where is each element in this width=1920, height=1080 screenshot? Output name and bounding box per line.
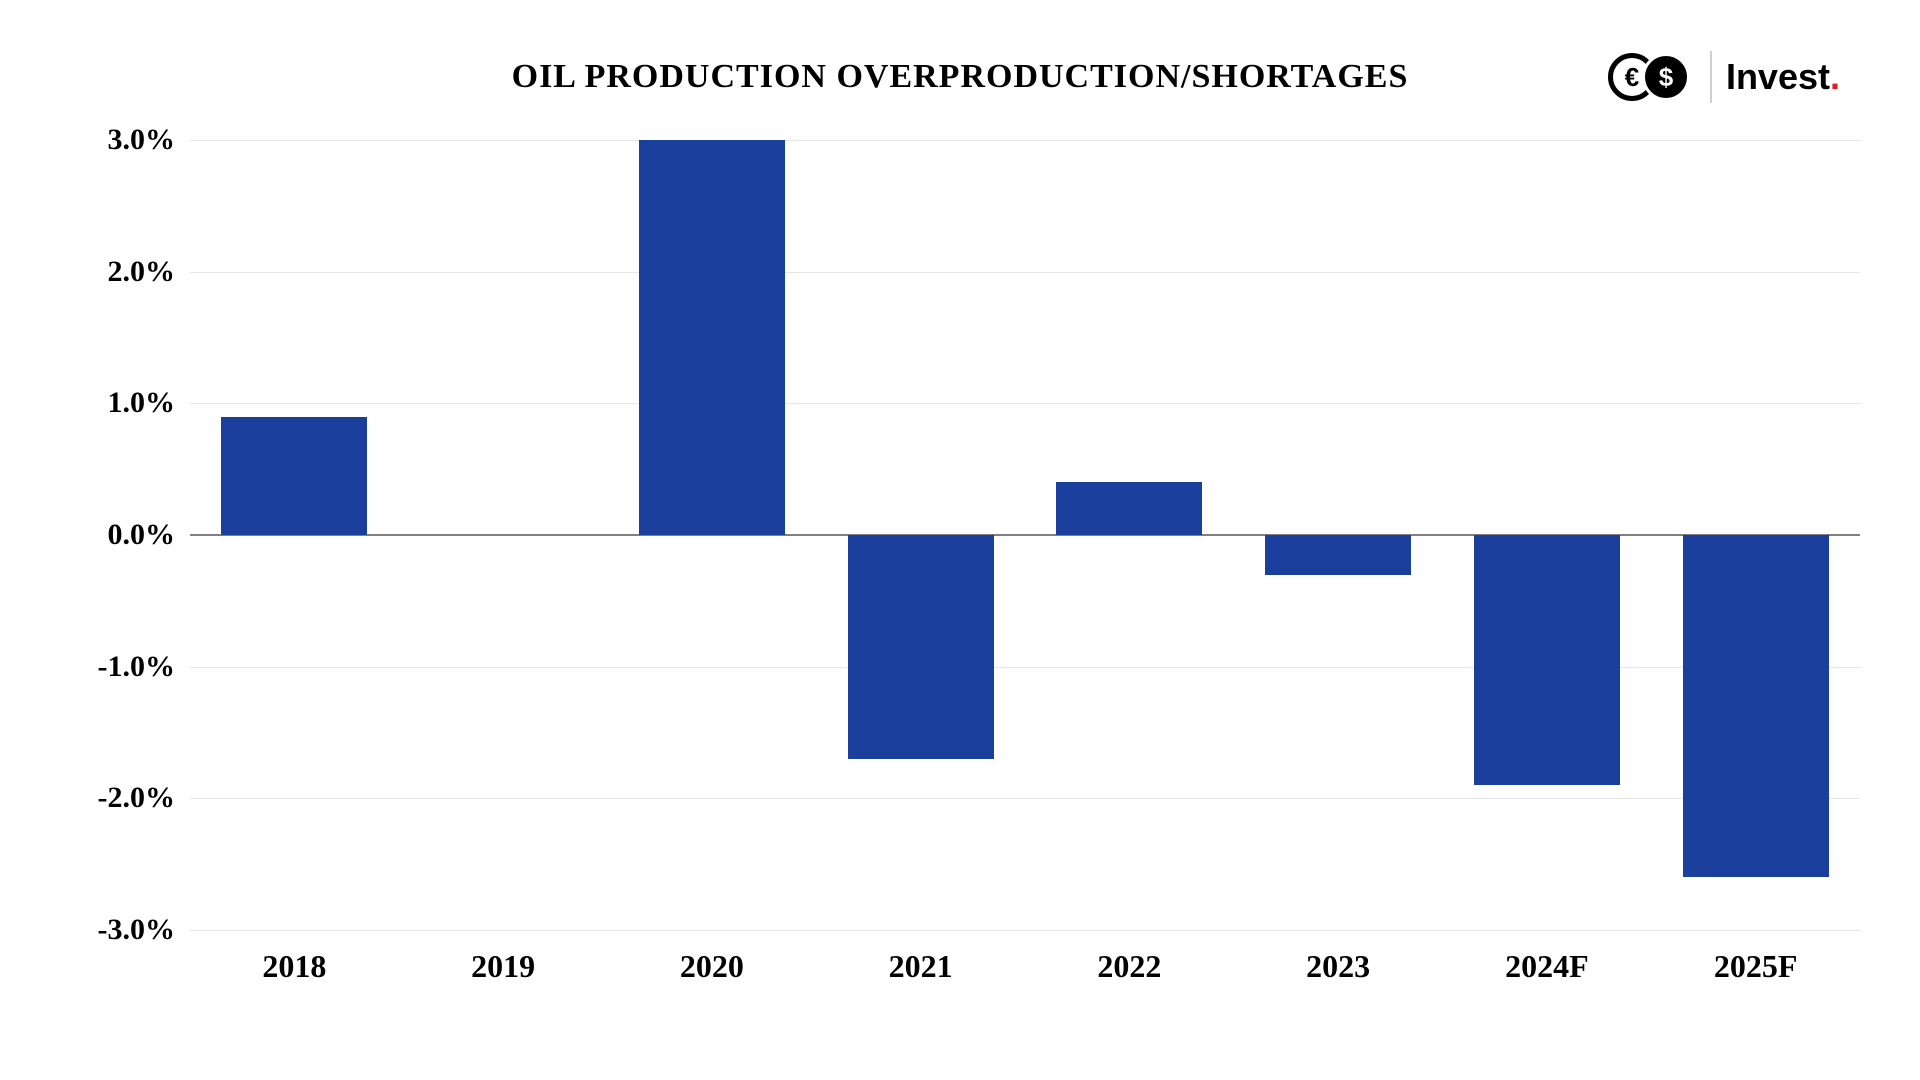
y-tick-label: -2.0%	[45, 781, 175, 815]
gridline	[190, 272, 1860, 273]
bar	[221, 417, 367, 536]
x-tick-label: 2019	[399, 948, 608, 985]
y-tick-label: -1.0%	[45, 650, 175, 684]
x-tick-label: 2018	[190, 948, 399, 985]
page-root: OIL PRODUCTION OVERPRODUCTION/SHORTAGES …	[0, 0, 1920, 1080]
bar	[1474, 535, 1620, 785]
gridline	[190, 798, 1860, 799]
plot-area: -3.0%-2.0%-1.0%0.0%1.0%2.0%3.0%201820192…	[190, 140, 1860, 930]
y-tick-label: -3.0%	[45, 913, 175, 947]
y-tick-label: 3.0%	[45, 123, 175, 157]
bar	[1265, 535, 1411, 575]
y-tick-label: 1.0%	[45, 386, 175, 420]
x-tick-label: 2023	[1234, 948, 1443, 985]
y-tick-label: 0.0%	[45, 518, 175, 552]
x-tick-label: 2021	[816, 948, 1025, 985]
bar	[848, 535, 994, 759]
x-tick-label: 2020	[608, 948, 817, 985]
x-tick-label: 2025F	[1651, 948, 1860, 985]
gridline	[190, 140, 1860, 141]
gridline	[190, 930, 1860, 931]
gridline	[190, 403, 1860, 404]
bar	[639, 140, 785, 535]
bar	[1056, 482, 1202, 535]
bar	[1683, 535, 1829, 877]
bar-chart: -3.0%-2.0%-1.0%0.0%1.0%2.0%3.0%201820192…	[0, 0, 1920, 1080]
x-tick-label: 2022	[1025, 948, 1234, 985]
x-tick-label: 2024F	[1443, 948, 1652, 985]
y-tick-label: 2.0%	[45, 255, 175, 289]
